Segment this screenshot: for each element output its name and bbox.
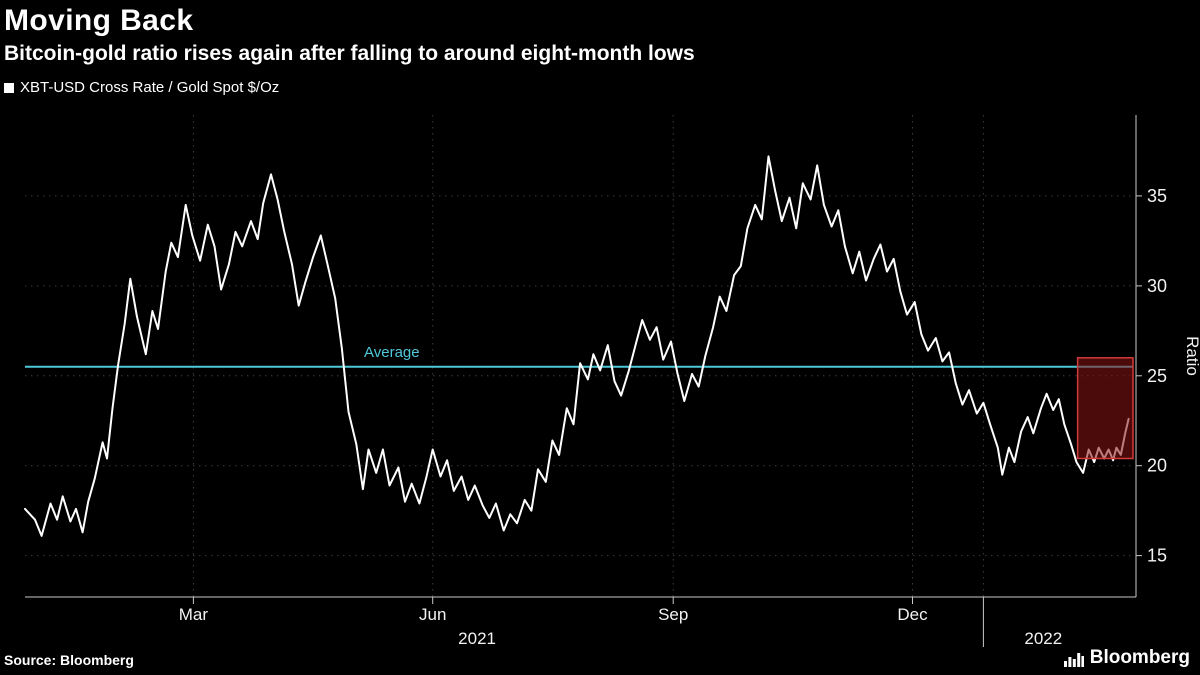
x-tick-label: Sep [658,605,688,624]
bloomberg-logo: Bloomberg [1063,647,1190,669]
y-tick-label: 15 [1147,546,1167,566]
x-tick-label: Dec [897,605,928,624]
bloomberg-logo-bars-icon [1063,653,1084,667]
bloomberg-logo-text: Bloomberg [1089,647,1190,668]
legend-label: XBT-USD Cross Rate / Gold Spot $/Oz [20,79,280,97]
y-tick-label: 25 [1147,366,1167,386]
year-label: 2022 [1024,629,1062,648]
highlight-box [1076,357,1134,460]
series-line [24,155,1130,537]
y-axis-title: Ratio [1183,336,1200,376]
chart-subtitle: Bitcoin-gold ratio rises again after fal… [4,42,695,65]
year-label: 2021 [458,629,496,648]
y-tick-label: 30 [1147,276,1167,296]
y-tick-label: 20 [1147,456,1167,476]
x-tick-label: Mar [179,605,209,624]
chart-header: Moving Back Bitcoin-gold ratio rises aga… [4,4,695,96]
legend: XBT-USD Cross Rate / Gold Spot $/Oz [4,79,695,96]
source-label: Source: Bloomberg [4,652,134,668]
legend-swatch-icon [4,82,14,93]
average-label: Average [364,344,420,361]
y-tick-label: 35 [1147,186,1167,206]
x-tick-label: Jun [419,605,446,624]
page-title: Moving Back [4,4,194,37]
